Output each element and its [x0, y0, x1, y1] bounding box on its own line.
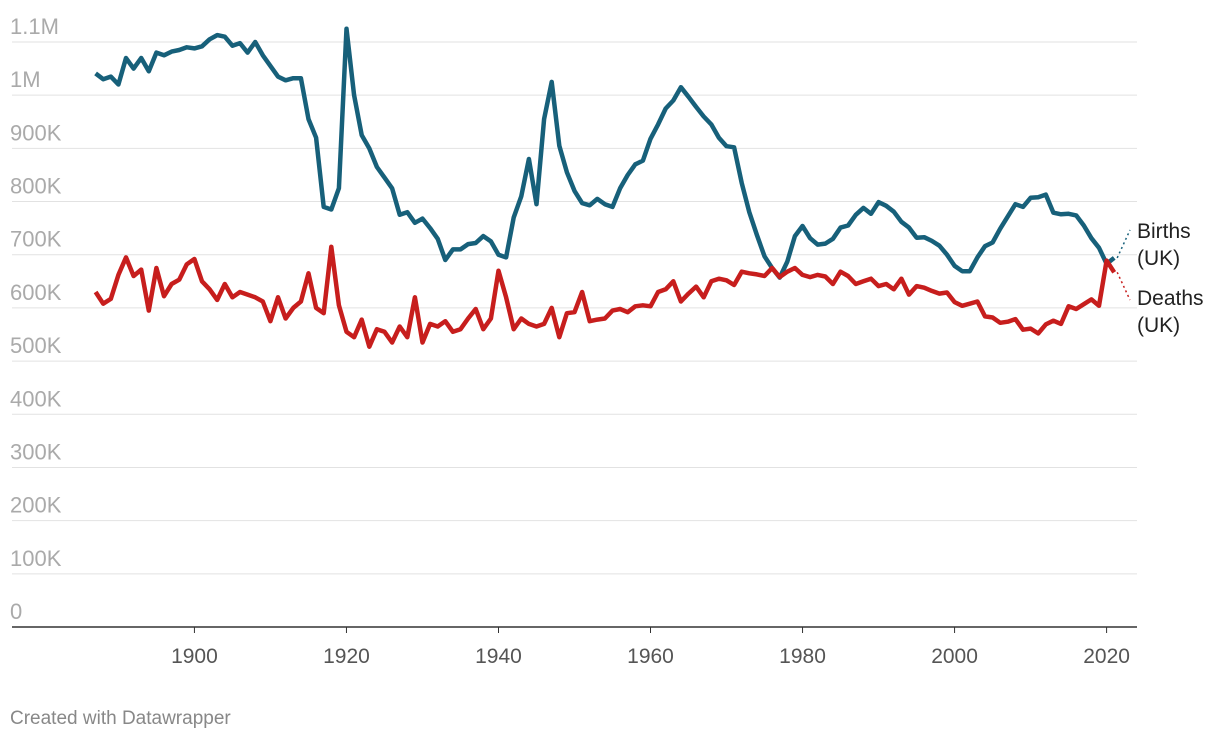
x-tick-label: 2020 [1083, 645, 1130, 668]
x-tick-label: 1900 [171, 645, 218, 668]
label-connector [1116, 229, 1131, 259]
series-label: Births (UK) [1137, 220, 1191, 270]
x-tick-label: 1960 [627, 645, 674, 668]
y-tick-label: 0 [10, 599, 22, 624]
footer: Created with Datawrapper [10, 708, 231, 729]
y-tick-label: 1M [10, 67, 41, 92]
chart: 0 100K 200K 300K 400K 500K 600K 700K 800K 900K 1M 1… [10, 14, 1137, 668]
y-tick-label: 900K [10, 120, 62, 145]
line [94, 26, 1116, 280]
x-tick-label: 1940 [475, 645, 522, 668]
y-tick-label: 200K [10, 493, 62, 518]
y-tick-label: 300K [10, 439, 62, 464]
line [93, 244, 1117, 349]
label-connector [1116, 271, 1131, 301]
y-tick-label: 400K [10, 386, 62, 411]
y-tick-label: 500K [10, 333, 62, 358]
x-tick-label: 1920 [323, 645, 370, 668]
y-tick-label: 600K [10, 280, 62, 305]
y-tick-label: 1.1M [10, 14, 59, 39]
y-tick-label: 800K [10, 174, 62, 199]
y-tick-label: 700K [10, 227, 62, 252]
series-label: Deaths (UK) [1137, 287, 1204, 337]
y-tick-label: 100K [10, 546, 62, 571]
x-tick-label: 2000 [931, 645, 978, 668]
x-tick-label: 1980 [779, 645, 826, 668]
